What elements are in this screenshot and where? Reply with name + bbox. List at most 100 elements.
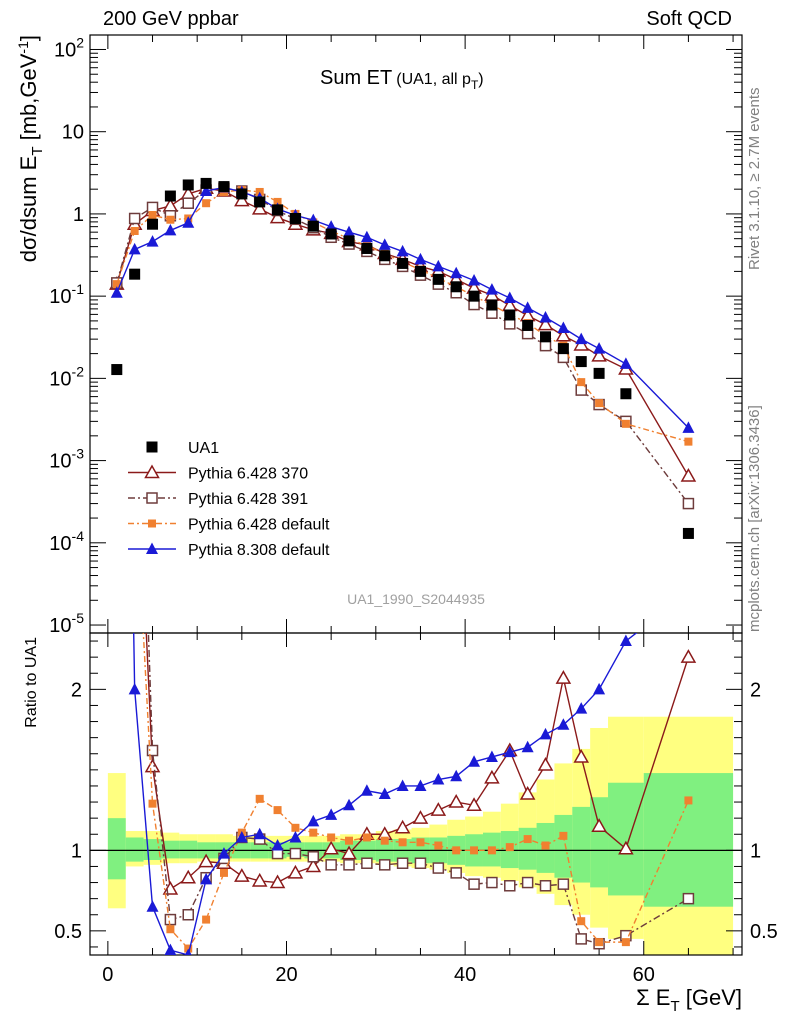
ua1-data-point <box>307 220 319 232</box>
series-0-ratio-point <box>466 797 482 812</box>
series-0-ratio-point <box>287 864 304 879</box>
series-3-ratio-point <box>325 808 338 820</box>
series-2-ratio-point <box>577 917 586 926</box>
x-tick-label: 20 <box>275 964 297 986</box>
series-2-ratio-point <box>452 846 461 855</box>
series-0-ratio-point <box>680 649 697 663</box>
series-3-point <box>182 216 195 228</box>
y-tick-label: 10-2 <box>49 363 84 390</box>
series-1-point <box>146 201 159 214</box>
series-3-ratio-point <box>289 830 302 843</box>
band-inner <box>590 797 609 888</box>
ua1-data-point <box>682 527 694 539</box>
ratio-tick-label-right: 1 <box>750 840 761 862</box>
x-axis-label-unit: [GeV] <box>680 985 742 1010</box>
legend-marker <box>146 492 158 504</box>
series-2-ratio-point <box>505 843 514 852</box>
series-3-ratio-point <box>235 830 248 843</box>
series-2-ratio-point <box>345 836 354 845</box>
series-2-point <box>166 215 175 224</box>
series-0-point <box>680 467 697 482</box>
mcplots-label: mcplots.cern.ch [arXiv:1306.3436] <box>746 405 763 632</box>
y-tick-label-exponent: -2 <box>72 363 85 379</box>
ua1-data-point <box>414 265 426 277</box>
x-tick-label: 40 <box>454 964 476 986</box>
band-inner <box>179 840 198 859</box>
series-3-point <box>539 310 552 323</box>
series-1-ratio-line <box>147 633 689 945</box>
ua1-data-point <box>164 190 176 202</box>
series-1-ratio-point <box>325 859 337 871</box>
ua1-data-point <box>361 242 373 254</box>
y-axis-label-end: ] <box>16 35 41 41</box>
series-3-point <box>128 242 141 255</box>
series-1-ratio-point <box>432 862 445 874</box>
series-layer <box>109 177 697 955</box>
series-0-ratio-point <box>162 880 179 895</box>
series-2-ratio-point <box>621 938 630 947</box>
series-0-ratio-point <box>394 819 411 834</box>
ua1-data-point <box>325 228 337 240</box>
y-tick-label: 10-3 <box>49 446 84 473</box>
series-1-ratio-point <box>396 857 409 869</box>
series-3-ratio-point <box>539 727 552 740</box>
series-3-point <box>146 235 159 247</box>
series-3-ratio-point <box>593 682 606 695</box>
chart-title-sub-index: T <box>471 78 479 92</box>
series-1-point <box>682 497 695 510</box>
y-tick-label-exponent: -5 <box>72 610 85 626</box>
series-1-ratio-point <box>450 867 462 879</box>
series-3-point <box>164 223 177 236</box>
y-tick-label-base: 1 <box>73 204 84 226</box>
band-inner <box>143 839 162 861</box>
y-tick-label: 102 <box>54 34 84 61</box>
series-3-ratio-point <box>619 634 632 647</box>
ua1-data-point <box>468 290 480 302</box>
ua1-data-point <box>450 281 462 293</box>
series-0-point <box>251 200 268 215</box>
series-1-ratio-point <box>557 878 570 890</box>
series-0-ratio-point <box>144 758 161 773</box>
series-3-point <box>593 342 606 354</box>
band-inner <box>518 827 537 870</box>
chart-title-sub-end: ) <box>478 71 483 88</box>
series-3-ratio-point <box>271 839 284 851</box>
legend: UA1 Pythia 6.428 370 Pythia 6.428 391 Pythi… <box>128 440 330 559</box>
series-3-point <box>521 301 534 313</box>
series-2-ratio-point <box>541 841 550 850</box>
series-2-ratio-point <box>559 831 568 840</box>
series-3-point <box>503 291 516 303</box>
y-axis-label-sup: -1 <box>15 41 31 54</box>
ua1-data-point <box>182 179 194 191</box>
series-3-point <box>200 184 213 197</box>
series-3-ratio-point <box>378 787 391 799</box>
series-0-point <box>234 192 250 207</box>
series-1-ratio-point <box>361 857 373 869</box>
ua1-data-point <box>254 196 266 208</box>
ratio-series-group <box>128 633 697 955</box>
series-0-point <box>573 336 590 351</box>
series-0-point <box>555 327 572 342</box>
ua1-data-point <box>593 367 605 379</box>
series-3-point <box>485 283 498 295</box>
chart-title-sub: (UA1, all p <box>396 71 471 88</box>
axis-ticks <box>90 35 742 955</box>
ua1-data-point <box>432 273 444 285</box>
series-2-point <box>621 419 630 428</box>
y-axis-label: dσ/dsum ET [mb,GeV-1] <box>15 35 46 262</box>
series-2-point <box>112 280 121 289</box>
y-tick-label-exponent: 2 <box>76 34 84 50</box>
ua1-data-point <box>200 177 212 189</box>
ua1-data-point <box>575 356 587 368</box>
series-0-ratio-point <box>198 853 214 868</box>
series-3-point <box>450 266 463 279</box>
ua1-data-point <box>557 343 569 355</box>
series-0-ratio-point <box>323 840 339 855</box>
ua1-data-point <box>111 364 123 376</box>
ua1-data-point <box>379 250 391 262</box>
y-tick-label: 10-5 <box>49 610 84 637</box>
ua1-data-point <box>147 218 159 230</box>
legend-marker <box>146 441 158 453</box>
ua1-data-point <box>397 257 409 269</box>
band-inner <box>125 837 144 862</box>
